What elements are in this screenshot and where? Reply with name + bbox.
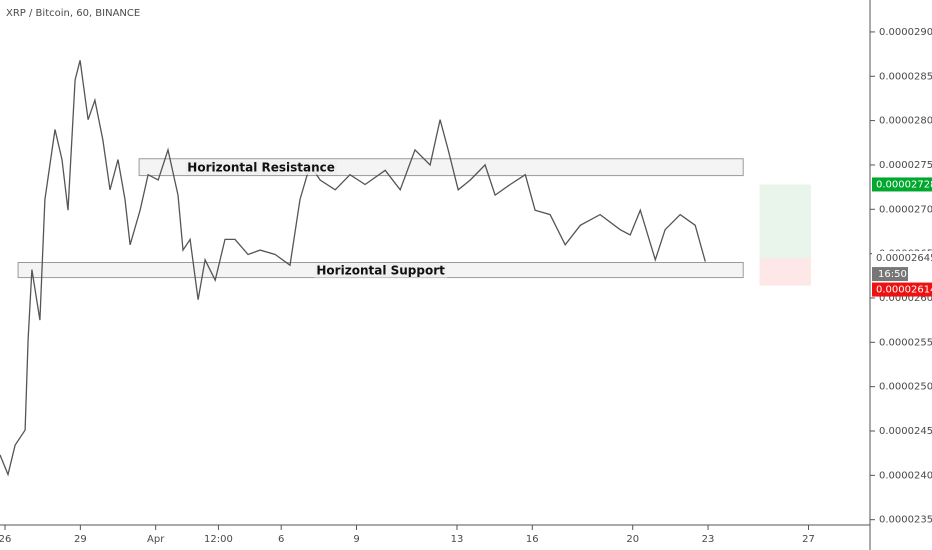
x-tick-label: 20	[626, 534, 639, 545]
x-tick-label: 16	[526, 534, 539, 545]
x-tick-label: 9	[353, 534, 359, 545]
x-tick-label: 29	[74, 534, 87, 545]
zone-label: Horizontal Support	[316, 264, 445, 278]
stop-label-bg	[872, 282, 932, 297]
y-tick-label: 0.00002900	[879, 27, 932, 38]
x-tick-label: 27	[802, 534, 815, 545]
entry-label: 0.00002645	[876, 253, 932, 264]
stop-label: 0.00002614	[876, 285, 932, 296]
countdown-bg	[872, 267, 908, 282]
entry-bg	[872, 251, 932, 266]
target-label-bg	[872, 177, 932, 192]
target-label: 0.00002728	[876, 179, 932, 190]
zone-label-bg	[185, 160, 337, 175]
chart-title: XRP / Bitcoin, 60, BINANCE	[6, 8, 140, 19]
zone-label: Horizontal Resistance	[187, 161, 335, 175]
x-tick-label: 23	[702, 534, 715, 545]
stop-zone	[759, 258, 811, 286]
countdown: 16:50	[878, 269, 907, 280]
x-tick-label: 13	[451, 534, 464, 545]
x-tick-label: 26	[0, 534, 11, 545]
price-line	[0, 60, 706, 477]
x-tick-label: 12:00	[204, 534, 233, 545]
x-tick-label: 6	[278, 534, 284, 545]
target-zone	[759, 184, 811, 259]
x-tick-label: Apr	[147, 534, 165, 545]
zone-label-bg	[314, 263, 448, 278]
